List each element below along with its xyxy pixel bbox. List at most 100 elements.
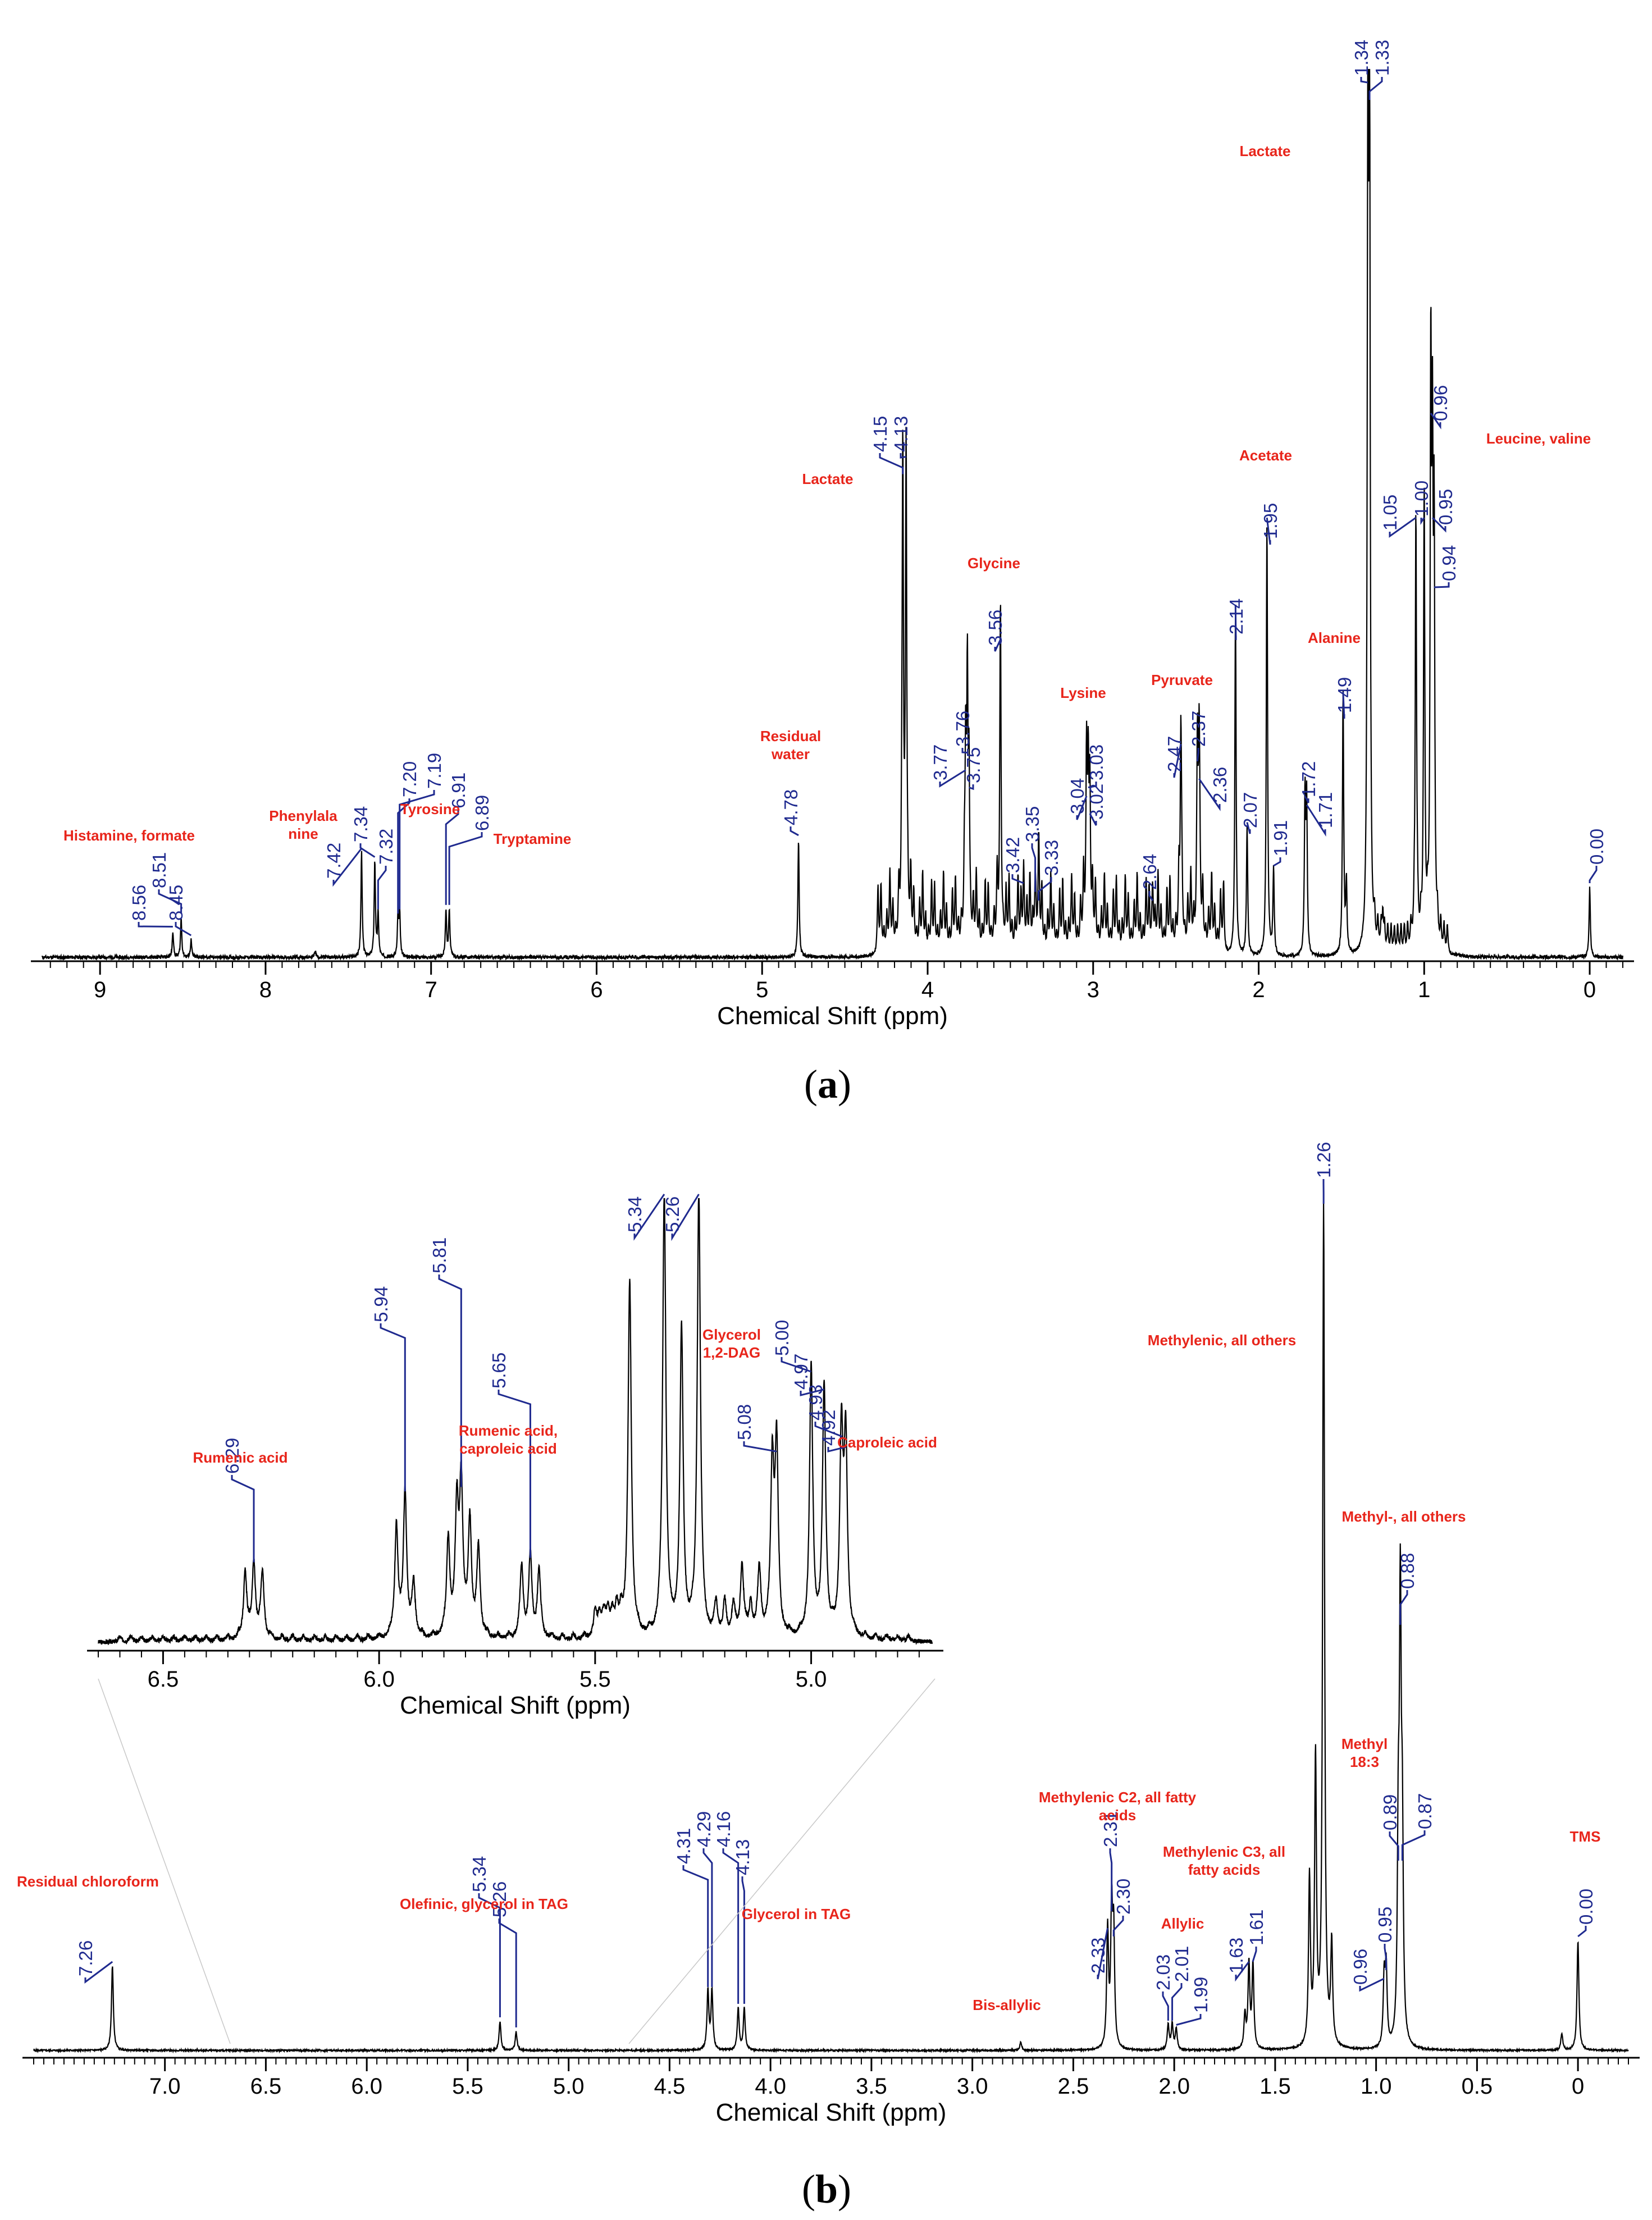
x-tick-label: 5.5 (452, 2074, 483, 2099)
peak-label: 7.42 (323, 843, 344, 879)
spectrum-trace (33, 1200, 1629, 2054)
peak-label-connector (671, 1194, 700, 1241)
compound-annotation: Lactate (1239, 143, 1290, 159)
compound-annotation: Methylenic C3, all (1163, 1843, 1285, 1860)
peak-label: 1.91 (1270, 820, 1291, 856)
peak-label: 2.14 (1226, 599, 1247, 634)
peak-label-connector (1089, 813, 1097, 826)
x-tick-label: 0 (1583, 977, 1596, 1002)
compound-annotation: Alanine (1308, 629, 1361, 646)
peak-label-connector (814, 1422, 842, 1438)
peak-label: 0.89 (1380, 1794, 1400, 1830)
peak-label: 5.65 (489, 1353, 509, 1388)
peak-label-connector (399, 790, 435, 910)
panel-b-inset-spectrum: 6.5 6.0 5.5 5.0 Chemical Shift (ppm) 6.29 5.94… (87, 1194, 943, 1719)
peak-label: 3.76 (952, 711, 973, 747)
panel-b-spectrum: 7.0 6.5 6.0 5.5 5.0 4.5 4.0 3.5 3.0 2.5 2.0 1.5 1.0 0… (17, 1142, 1640, 2126)
compound-annotation: water (771, 746, 810, 762)
peak-label: 2.64 (1139, 854, 1160, 890)
spectrum-trace (41, 68, 1624, 961)
peak-label-connector (359, 843, 376, 858)
peak-label: 2.47 (1164, 736, 1185, 772)
peak-label: 3.56 (985, 610, 1006, 646)
peak-label-connector (722, 1848, 740, 2004)
peak-label-connector (1162, 1991, 1169, 2021)
peak-label-connector (743, 1441, 777, 1452)
peak-label-connector (84, 1961, 113, 1984)
peak-label-connector (1173, 743, 1182, 778)
peak-label-connector (1389, 1831, 1399, 1861)
x-tick-label: 0 (1572, 2074, 1584, 2099)
compound-annotation: Acetate (1239, 447, 1292, 464)
peak-label-connector (781, 1357, 812, 1373)
peak-label-connector (1304, 796, 1309, 803)
peak-label-connector (1235, 1961, 1250, 1982)
peak-label: 0.96 (1430, 385, 1451, 421)
compound-annotation: Pyruvate (1151, 672, 1213, 688)
peak-label: 6.89 (472, 795, 492, 831)
peak-label-connector (1359, 1977, 1385, 1992)
compound-annotation: Lactate (802, 471, 853, 487)
panel-label-b-letter: b (815, 2167, 838, 2212)
peak-label: 3.02 (1086, 784, 1107, 820)
x-tick-label: 6 (590, 977, 603, 1002)
peak-label: 5.26 (489, 1881, 510, 1917)
peak-label-connector (1273, 857, 1281, 867)
peak-label: 2.03 (1153, 1954, 1174, 1990)
x-tick-label: 1 (1418, 977, 1430, 1002)
peak-label: 6.29 (222, 1438, 243, 1474)
peak-label-connector (1031, 843, 1037, 892)
x-tick-label: 6.0 (351, 2074, 382, 2099)
peak-label: 1.61 (1246, 1910, 1267, 1945)
peak-label-connector (682, 1865, 709, 1987)
peak-label: 0.88 (1397, 1553, 1418, 1589)
peak-label-connector (800, 1388, 825, 1396)
spectrum-trace (97, 1198, 933, 1646)
peak-label: 0.87 (1414, 1793, 1435, 1829)
peak-label: 3.35 (1022, 806, 1043, 842)
compound-annotation: Leucine, valine (1486, 430, 1591, 447)
peak-label: 4.15 (870, 416, 891, 452)
peak-label-connector (1430, 413, 1441, 430)
peak-label: 3.42 (1002, 837, 1023, 873)
compound-annotation: nine (288, 825, 318, 842)
x-tick-label: 7.0 (149, 2074, 181, 2099)
peak-label-connector (1088, 782, 1097, 788)
peak-label-connector (994, 639, 1002, 652)
peak-label: 7.19 (424, 753, 445, 789)
x-tick-label: 2.5 (1058, 2074, 1089, 2099)
inset-guide-line (628, 1678, 935, 2044)
peak-label-connector (1198, 778, 1221, 811)
peak-label: 1.34 (1351, 40, 1372, 76)
peak-label: 3.33 (1041, 840, 1062, 876)
peak-label-connector (1589, 866, 1598, 883)
x-tick-label: 6.0 (363, 1667, 395, 1692)
peak-label-connector (438, 1275, 462, 1487)
peak-label-connector (1176, 2014, 1202, 2026)
x-tick-label: 7 (425, 977, 437, 1002)
peak-label: 1.99 (1190, 1977, 1211, 2013)
peak-label: 2.01 (1171, 1946, 1192, 1982)
peak-label-connector (1399, 1590, 1408, 1625)
peak-label-connector (332, 848, 363, 887)
x-tick-label: 1.0 (1361, 2074, 1392, 2099)
x-tick-label: 0.5 (1462, 2074, 1493, 2099)
peak-label: 8.51 (149, 852, 170, 888)
peak-label: 2.36 (1210, 767, 1230, 803)
peak-label-connector (445, 810, 459, 905)
peak-label-connector (1577, 1926, 1587, 1938)
peak-label-connector (377, 866, 387, 910)
panel-label-b: (b) (802, 2167, 852, 2212)
peak-label-connector (1112, 1916, 1124, 1936)
x-tick-label: 9 (94, 977, 106, 1002)
x-tick-label: 5.0 (553, 2074, 585, 2099)
x-tick-label: 3.5 (856, 2074, 887, 2099)
peak-label: 4.78 (781, 789, 801, 825)
compound-annotation: Residual (760, 728, 821, 744)
x-tick-label: 5.5 (579, 1667, 611, 1692)
compound-annotation: Glycerol (702, 1326, 761, 1343)
panel-label-a: (a) (804, 1062, 851, 1107)
peak-label: 0.95 (1435, 489, 1456, 525)
peak-label: 2.07 (1240, 792, 1261, 828)
